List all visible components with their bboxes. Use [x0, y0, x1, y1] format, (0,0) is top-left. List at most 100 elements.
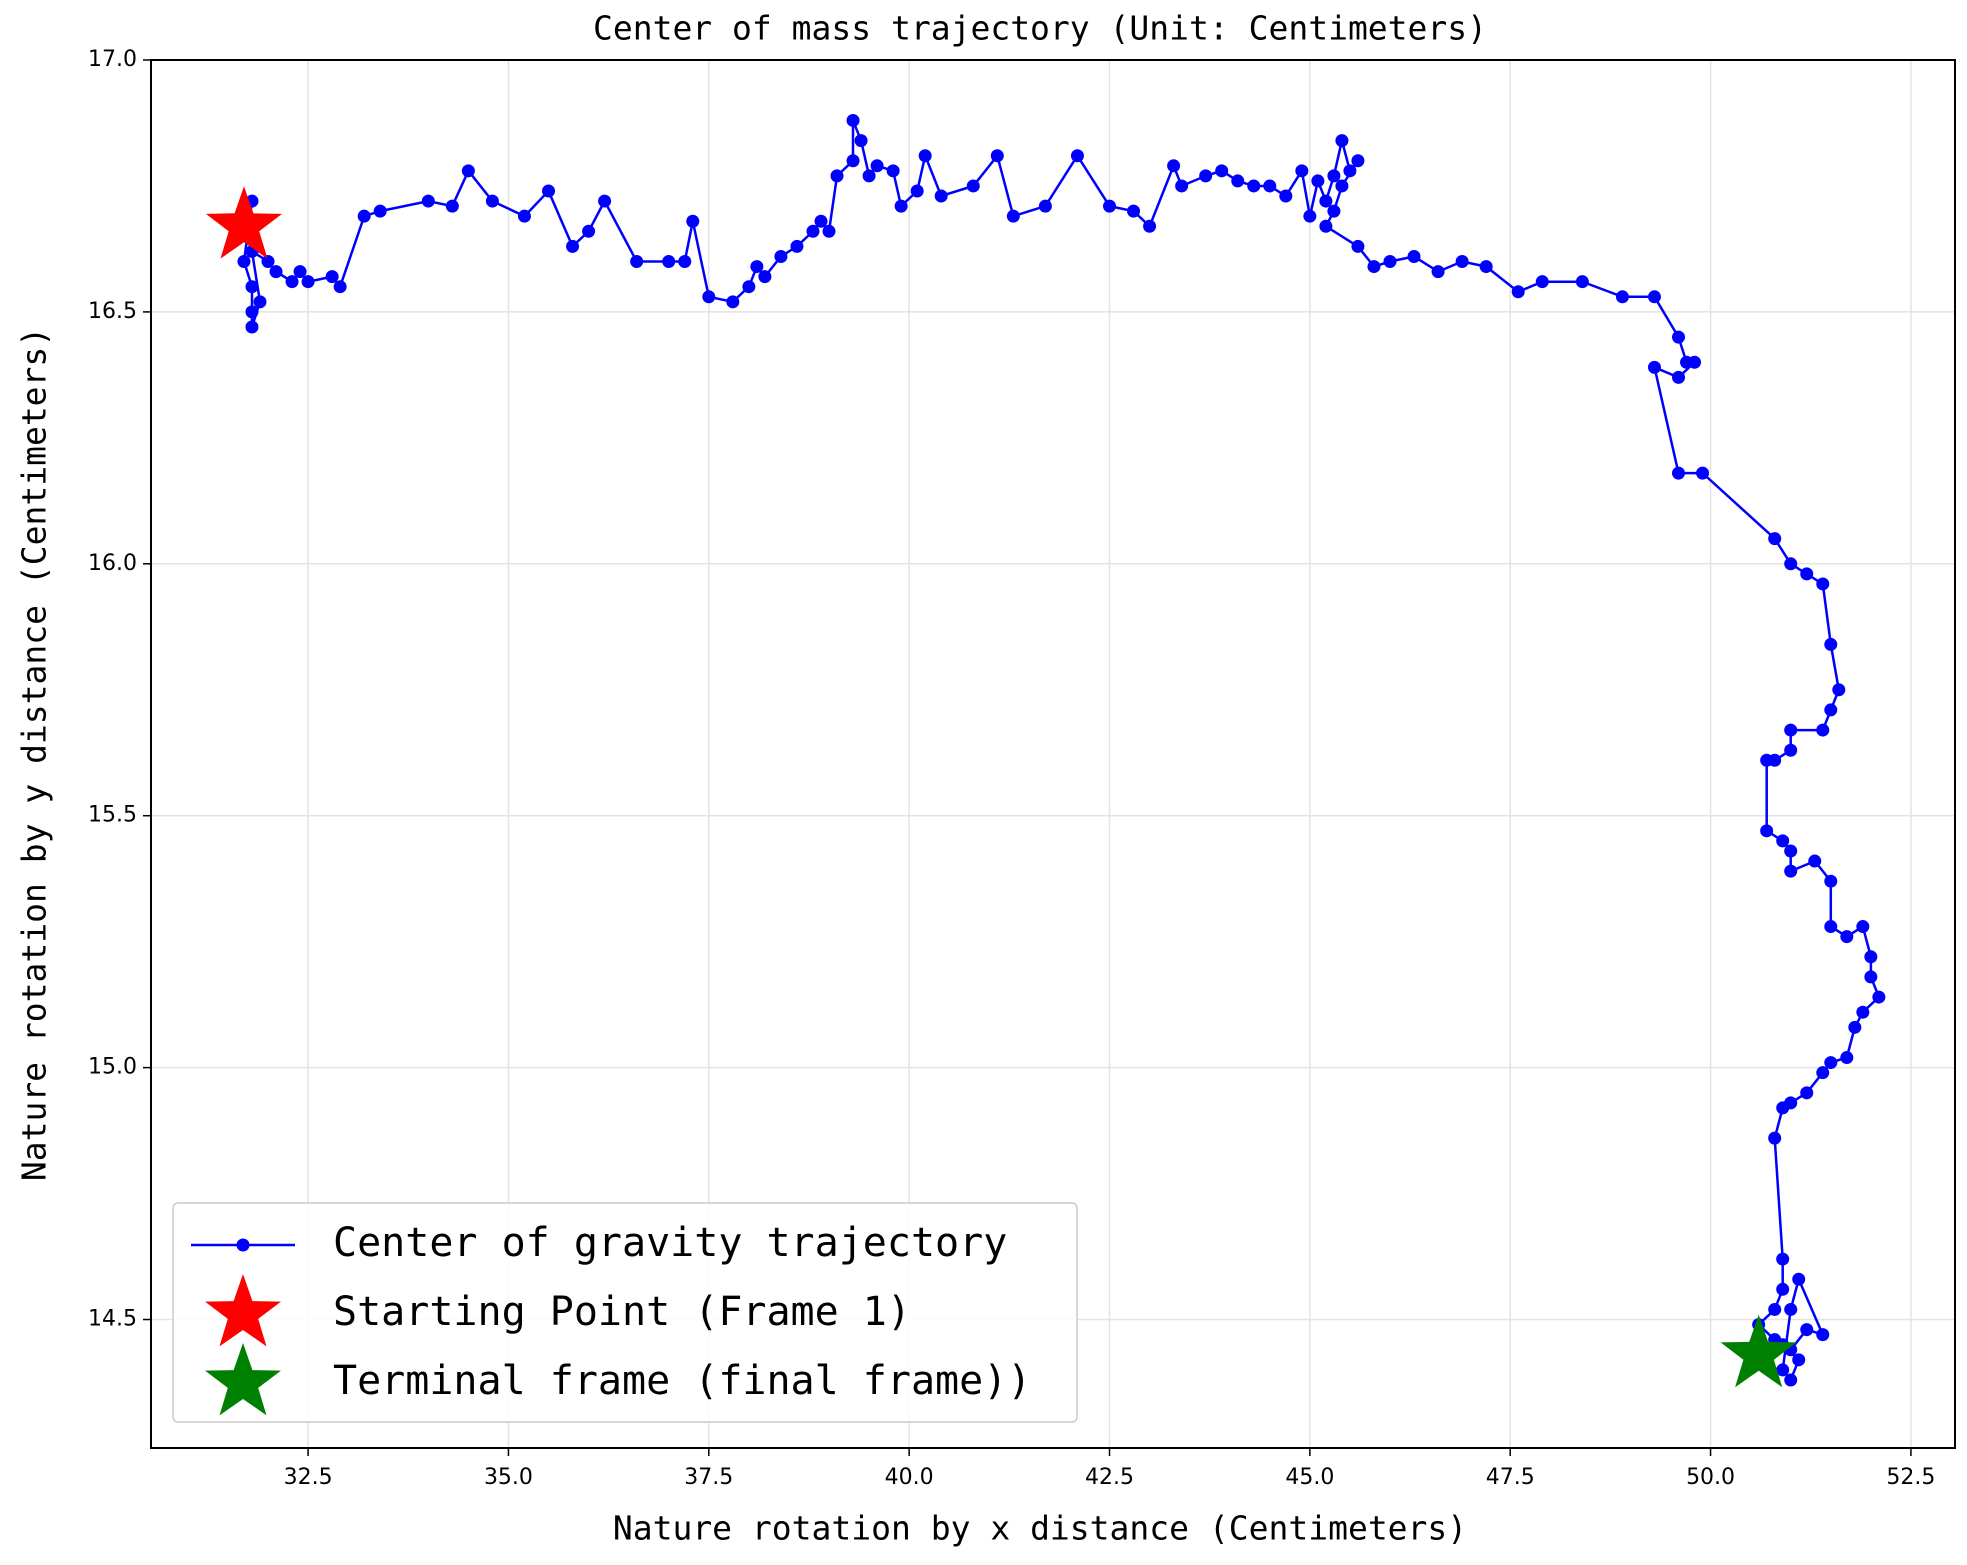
trajectory-point [1343, 164, 1357, 178]
trajectory-point [1768, 532, 1782, 546]
trajectory-point [325, 270, 339, 284]
y-tick-label: 15.0 [88, 1055, 137, 1080]
trajectory-point [1143, 219, 1157, 233]
trajectory-point [237, 255, 251, 269]
legend-box [172, 1202, 1078, 1423]
trajectory-point [1407, 249, 1421, 263]
trajectory-point [485, 194, 499, 208]
trajectory-line [242, 120, 1881, 1383]
trajectory-point [1816, 577, 1830, 591]
trajectory-point [1760, 753, 1774, 767]
trajectory-point [726, 295, 740, 309]
trajectory-point [1800, 1323, 1814, 1337]
trajectory-point [421, 194, 435, 208]
star-marker [205, 186, 282, 259]
trajectory-point [918, 149, 932, 163]
trajectory-point [1327, 169, 1341, 183]
trajectory-point [1816, 1066, 1830, 1080]
x-tick-label: 35.0 [484, 1465, 533, 1490]
trajectory-point [1832, 683, 1846, 697]
trajectory-point [1263, 179, 1277, 193]
trajectory-point [285, 275, 299, 289]
trajectory-point [301, 275, 315, 289]
trajectory-point [1335, 179, 1349, 193]
x-tick-label: 45.0 [1285, 1465, 1334, 1490]
trajectory-point [806, 224, 820, 238]
x-tick-label: 50.0 [1686, 1465, 1735, 1490]
trajectory-point [990, 149, 1004, 163]
trajectory-point [1431, 265, 1445, 279]
trajectory-point [1760, 824, 1774, 838]
trajectory-point [1816, 1328, 1830, 1342]
x-tick-label: 47.5 [1486, 1465, 1535, 1490]
trajectory-point [1672, 330, 1686, 344]
trajectory-point [542, 184, 556, 198]
trajectory-point [582, 224, 596, 238]
trajectory-point [1856, 1005, 1870, 1019]
trajectory-point [1696, 466, 1710, 480]
trajectory-point [910, 184, 924, 198]
x-tick-label: 40.0 [885, 1465, 934, 1490]
trajectory-point [774, 249, 788, 263]
trajectory-point [630, 255, 644, 269]
trajectory-point [461, 164, 475, 178]
trajectory-point [1199, 169, 1213, 183]
trajectory-point [1575, 275, 1589, 289]
y-tick-label: 16.0 [88, 551, 137, 576]
legend-marker [205, 1343, 281, 1416]
trajectory-point [1824, 703, 1838, 717]
trajectory-point [750, 260, 764, 274]
y-axis-label: Nature rotation by y distance (Centimete… [15, 327, 54, 1181]
trajectory-point [1070, 149, 1084, 163]
trajectory-point [1127, 204, 1141, 218]
trajectory-point [1672, 466, 1686, 480]
trajectory-point [1351, 239, 1365, 253]
trajectory-point [245, 280, 259, 294]
trajectory-point [846, 113, 860, 127]
trajectory-point [1367, 260, 1381, 274]
trajectory-point [1647, 360, 1661, 374]
trajectory-point [357, 209, 371, 223]
legend-label: Starting Point (Frame 1) [333, 1289, 911, 1335]
trajectory-point [1776, 834, 1790, 848]
trajectory-point [1006, 209, 1020, 223]
trajectory-point [678, 255, 692, 269]
x-tick-label: 32.5 [284, 1465, 333, 1490]
trajectory-point [894, 199, 908, 213]
trajectory-point [1784, 844, 1798, 858]
trajectory-point [1279, 189, 1293, 203]
trajectory-point [822, 224, 836, 238]
trajectory-point [1215, 164, 1229, 178]
x-tick-label: 37.5 [684, 1465, 733, 1490]
trajectory-point [1784, 557, 1798, 571]
trajectory-point [1856, 920, 1870, 934]
trajectory-point [373, 204, 387, 218]
trajectory-point [1768, 1302, 1782, 1316]
x-tick-label: 42.5 [1085, 1465, 1134, 1490]
legend-marker [236, 1238, 250, 1252]
trajectory-point [1231, 174, 1245, 188]
trajectory-point [1840, 930, 1854, 944]
trajectory-point [1864, 950, 1878, 964]
trajectory-point [1647, 290, 1661, 304]
trajectory-point [1824, 874, 1838, 888]
trajectory-point [1848, 1020, 1862, 1034]
trajectory-point [1840, 1051, 1854, 1065]
legend-label: Terminal frame (final frame)) [333, 1358, 1031, 1404]
trajectory-point [1303, 209, 1317, 223]
trajectory-point [934, 189, 948, 203]
trajectory-point [245, 320, 259, 334]
trajectory-point [1864, 970, 1878, 984]
trajectory-point [293, 265, 307, 279]
trajectory-point [253, 295, 267, 309]
x-tick-label: 52.5 [1886, 1465, 1935, 1490]
trajectory-point [854, 134, 868, 148]
trajectory-point [1247, 179, 1261, 193]
trajectory-point [1872, 990, 1886, 1004]
trajectory-point [1335, 134, 1349, 148]
trajectory-point [1038, 199, 1052, 213]
trajectory-point [790, 239, 804, 253]
trajectory-point [966, 179, 980, 193]
trajectory-point [742, 280, 756, 294]
